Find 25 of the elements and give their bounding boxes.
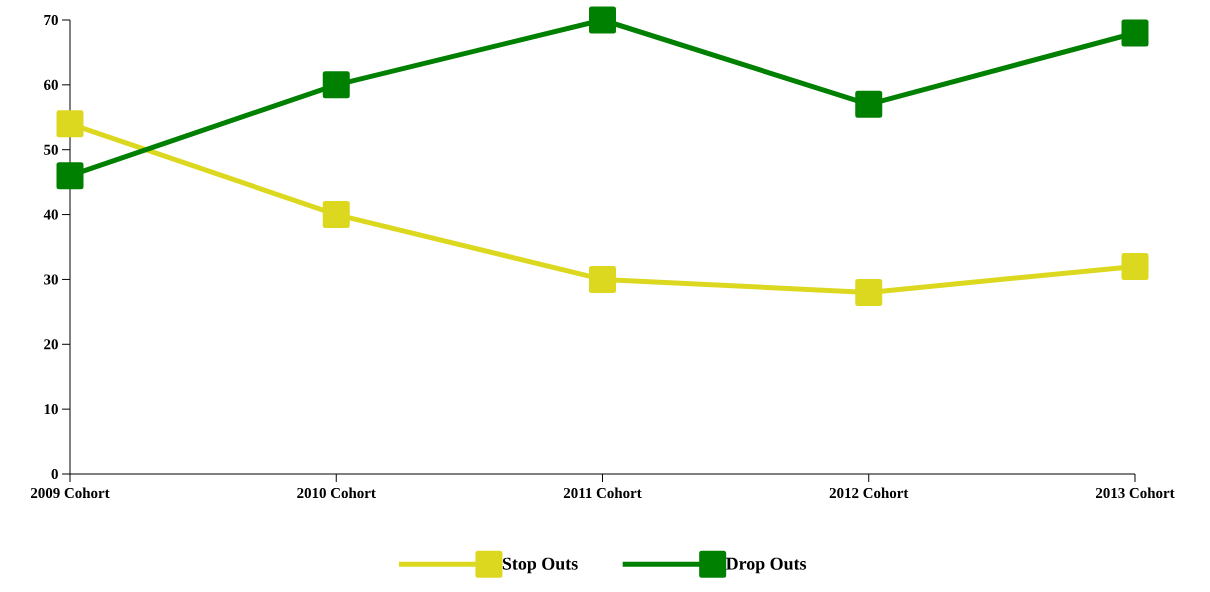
x-tick-label: 2012 Cohort bbox=[829, 487, 909, 499]
x-tick-label: 2011 Cohort bbox=[563, 487, 642, 499]
x-tick-label: 2013 Cohort bbox=[1095, 487, 1175, 499]
y-tick-label: 30 bbox=[44, 274, 58, 285]
legend-label: Drop Outs bbox=[725, 557, 807, 574]
point bbox=[1121, 252, 1149, 280]
point bbox=[855, 90, 883, 118]
legend-label: Stop Outs bbox=[502, 557, 578, 574]
y-tick-label: 70 bbox=[44, 14, 58, 26]
point bbox=[322, 71, 350, 99]
y-tick-label: 60 bbox=[44, 79, 58, 90]
point bbox=[56, 162, 84, 190]
y-tick-label: 0 bbox=[51, 468, 58, 480]
x-tick-label: 2010 Cohort bbox=[297, 487, 376, 499]
y-tick-label: 40 bbox=[43, 209, 58, 220]
point bbox=[56, 110, 84, 138]
point bbox=[855, 278, 883, 306]
point bbox=[322, 201, 350, 229]
point bbox=[589, 6, 616, 34]
point bbox=[1121, 19, 1149, 47]
point bbox=[589, 265, 616, 293]
y-tick-label: 50 bbox=[44, 144, 58, 155]
y-tick-label: 20 bbox=[44, 339, 58, 350]
y-tick-label: 10 bbox=[44, 404, 58, 415]
x-tick-label: 2009 Cohort bbox=[30, 487, 110, 499]
